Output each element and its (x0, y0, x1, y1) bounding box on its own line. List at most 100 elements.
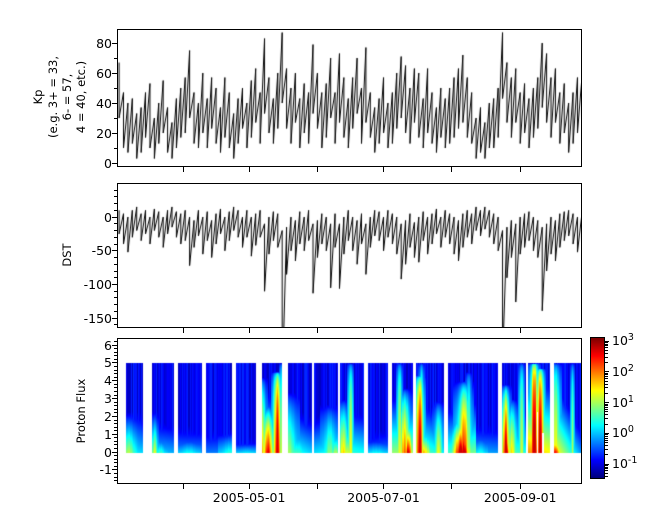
x-tick (182, 484, 184, 489)
y-major-tick (112, 433, 117, 435)
colorbar-minor-tick (605, 356, 608, 358)
colorbar-minor-tick (605, 465, 608, 467)
x-tick (519, 167, 521, 172)
colorbar-minor-tick (605, 448, 608, 450)
colorbar-minor-tick (605, 434, 608, 436)
colorbar-exponent: 2 (627, 362, 634, 374)
y-minor-tick (114, 324, 117, 326)
x-tick (316, 484, 318, 489)
colorbar-minor-tick (605, 408, 608, 410)
y-tick-label: 6 (104, 337, 112, 353)
x-tick-label: 2005-05-01 (212, 490, 286, 505)
colorbar-tick-label: 101 (612, 393, 634, 410)
y-minor-tick (114, 430, 117, 432)
colorbar-minor-tick (605, 442, 608, 444)
x-tick (451, 328, 453, 333)
colorbar-minor-tick (605, 383, 608, 385)
x-tick (248, 484, 250, 489)
colorbar-minor-tick (605, 437, 608, 439)
y-minor-tick (114, 387, 117, 389)
y-minor-tick (114, 444, 117, 446)
y-minor-tick (114, 358, 117, 360)
dst-series-canvas (118, 184, 581, 327)
colorbar-minor-tick (605, 468, 608, 470)
y-minor-tick (114, 462, 117, 464)
y-minor-tick (114, 147, 117, 149)
y-minor-tick (114, 230, 117, 232)
x-tick (316, 167, 318, 172)
colorbar-exponent: 3 (627, 331, 634, 343)
x-tick-label: 2005-09-01 (483, 490, 557, 505)
y-tick-label: 5 (104, 355, 112, 371)
colorbar-minor-tick (605, 341, 608, 343)
y-minor-tick (114, 340, 117, 342)
x-tick (248, 328, 250, 333)
colorbar-exponent: 1 (627, 393, 634, 405)
y-tick-label: 20 (96, 125, 112, 141)
y-major-tick (112, 469, 117, 471)
y-minor-tick (114, 209, 117, 211)
colorbar-major-tick (605, 402, 609, 404)
y-major-tick (112, 317, 117, 319)
y-minor-tick (114, 390, 117, 392)
y-minor-tick (114, 243, 117, 245)
y-minor-tick (114, 277, 117, 279)
y-minor-tick (114, 473, 117, 475)
colorbar-major-tick (605, 432, 609, 434)
y-minor-tick (114, 203, 117, 205)
proton-flux-spectrogram-canvas (118, 339, 581, 483)
y-minor-tick (114, 257, 117, 259)
x-tick (383, 328, 385, 333)
colorbar-minor-tick (605, 349, 608, 351)
y-minor-tick (114, 373, 117, 375)
x-tick (383, 484, 385, 489)
y-minor-tick (114, 448, 117, 450)
y-minor-tick (114, 419, 117, 421)
y-minor-tick (114, 376, 117, 378)
y-minor-tick (114, 394, 117, 396)
colorbar-minor-tick (605, 362, 608, 364)
colorbar-major-tick (605, 463, 609, 465)
colorbar-tick-label: 10-1 (612, 454, 638, 472)
y-minor-tick (114, 196, 117, 198)
colorbar-minor-tick (605, 411, 608, 413)
y-tick-label: 1 (104, 426, 112, 442)
y-minor-tick (114, 355, 117, 357)
colorbar-minor-tick (605, 445, 608, 447)
kp-series-canvas (118, 30, 581, 166)
colorbar-minor-tick (605, 470, 608, 472)
colorbar (590, 337, 605, 479)
y-minor-tick (114, 365, 117, 367)
y-major-tick (112, 344, 117, 346)
colorbar-gradient-canvas (591, 338, 604, 478)
colorbar-tick-label: 102 (612, 362, 634, 379)
y-minor-tick (114, 236, 117, 238)
y-minor-tick (114, 117, 117, 119)
y-minor-tick (114, 437, 117, 439)
y-minor-tick (114, 351, 117, 353)
x-tick (182, 167, 184, 172)
colorbar-minor-tick (605, 343, 608, 345)
colorbar-minor-tick (605, 387, 608, 389)
y-minor-tick (114, 297, 117, 299)
y-minor-tick (114, 455, 117, 457)
x-tick (519, 484, 521, 489)
y-major-tick (112, 362, 117, 364)
y-major-tick (112, 415, 117, 417)
y-tick-label: -50 (91, 243, 112, 259)
y-minor-tick (114, 223, 117, 225)
dst-panel (117, 183, 582, 328)
y-minor-tick (114, 304, 117, 306)
y-major-tick (112, 216, 117, 218)
colorbar-minor-tick (605, 472, 608, 474)
y-minor-tick (114, 423, 117, 425)
colorbar-minor-tick (605, 392, 608, 394)
y-major-tick (112, 380, 117, 382)
y-minor-tick (114, 57, 117, 59)
y-major-tick (112, 398, 117, 400)
colorbar-minor-tick (605, 466, 608, 468)
y-tick-label: 3 (104, 391, 112, 407)
colorbar-tick-label: 103 (612, 331, 634, 349)
colorbar-minor-tick (605, 374, 608, 376)
